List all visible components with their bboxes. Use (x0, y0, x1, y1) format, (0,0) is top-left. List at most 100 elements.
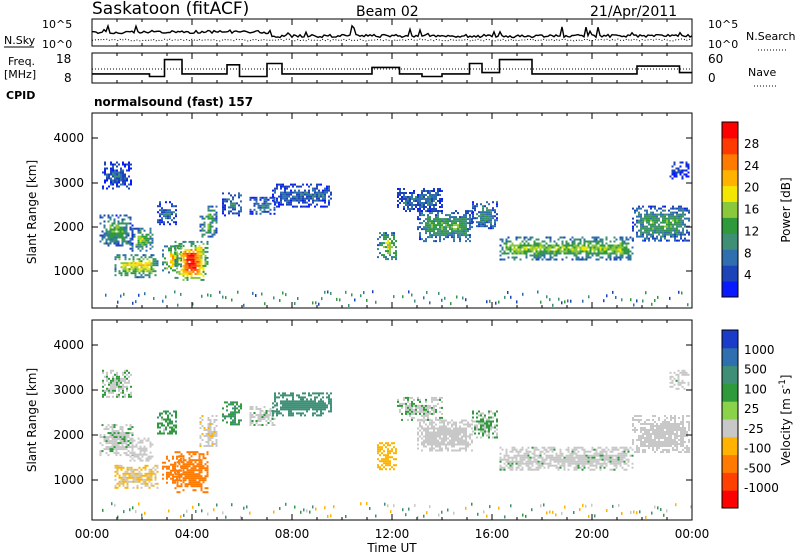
echo-cell (427, 200, 429, 202)
echo-cell (117, 452, 120, 455)
echo-cell (104, 167, 106, 170)
echo-cell (292, 400, 294, 403)
echo-cell (478, 420, 480, 423)
echo-cell (545, 242, 548, 245)
echo-cell (111, 228, 114, 231)
echo-cell (472, 205, 474, 208)
echo-cell (509, 450, 512, 453)
echo-cell (139, 447, 142, 450)
echo-cell (379, 252, 381, 255)
echo-cell (121, 242, 124, 245)
echo-cell (672, 215, 674, 218)
echo-cell (672, 219, 674, 222)
power-range-ticks (92, 137, 692, 272)
echo-cell (113, 222, 116, 225)
echo-cell (461, 224, 463, 227)
echo-cell (453, 220, 455, 223)
echo-cell (110, 369, 112, 372)
echo-cell (439, 206, 441, 208)
echo-cell (591, 240, 594, 243)
echo-cell (152, 268, 155, 271)
echo-cell (543, 460, 546, 463)
echo-cell (397, 194, 399, 196)
echo-cell (490, 426, 492, 429)
echo-cell (401, 406, 403, 409)
echo-cell (150, 476, 153, 479)
echo-cell (118, 466, 121, 469)
echo-cell (162, 253, 164, 256)
echo-cell (682, 231, 684, 234)
echo-cell (421, 406, 423, 409)
echo-cell (330, 410, 332, 413)
echo-cell (292, 197, 294, 200)
echo-cell (265, 210, 268, 213)
echo-cell (419, 429, 421, 432)
echo-cell (130, 272, 133, 275)
echo-cell (188, 483, 191, 486)
echo-cell (439, 234, 441, 237)
echo-cell (186, 268, 189, 271)
echo-cell (640, 213, 642, 216)
echo-cell (204, 475, 207, 478)
echo-cell (172, 457, 174, 460)
echo-cell (383, 454, 385, 457)
echo-cell (431, 398, 433, 401)
echo-cell (427, 437, 429, 440)
echo-cell (658, 239, 660, 242)
echo-cell (190, 242, 193, 245)
echo-cell (664, 237, 666, 240)
echo-cell (389, 452, 391, 455)
echo-cell (472, 420, 474, 423)
echo-cell (423, 196, 425, 198)
echo-cell (196, 459, 199, 462)
echo-cell (294, 408, 296, 411)
echo-cell (190, 483, 193, 486)
echo-cell (490, 217, 492, 220)
echo-cell (207, 429, 210, 431)
echo-cell (107, 438, 110, 441)
echo-cell (654, 221, 656, 224)
echo-cell (621, 238, 624, 241)
echo-cell (496, 424, 498, 427)
echo-cell (110, 177, 112, 180)
echo-cell (537, 252, 540, 255)
echo-cell (496, 410, 498, 413)
echo-cell (300, 193, 302, 196)
echo-cell (114, 175, 116, 178)
echo-cell (137, 455, 140, 458)
echo-cell (375, 300, 377, 304)
echo-cell (443, 431, 445, 434)
echo-cell (147, 459, 150, 462)
echo-cell (127, 242, 130, 245)
echo-cell (290, 189, 292, 192)
echo-cell (222, 198, 224, 201)
echo-cell (131, 434, 134, 437)
echo-cell (593, 244, 596, 247)
echo-cell (419, 238, 421, 241)
echo-cell (109, 432, 112, 435)
echo-cell (213, 217, 216, 220)
echo-cell (505, 252, 508, 255)
echo-cell (132, 470, 135, 473)
echo-cell (172, 465, 174, 468)
echo-cell (102, 379, 104, 382)
echo-cell (114, 387, 116, 390)
echo-cell (555, 460, 558, 463)
echo-cell (451, 437, 453, 440)
echo-cell (513, 252, 516, 255)
echo-cell (178, 270, 181, 273)
echo-cell (490, 221, 492, 224)
echo-cell (435, 240, 437, 243)
echo-cell (142, 270, 145, 273)
echo-cell (439, 194, 441, 196)
echo-cell (292, 185, 294, 188)
echo-cell (174, 469, 177, 472)
echo-cell (109, 234, 112, 237)
echo-cell (320, 400, 322, 403)
echo-cell (119, 236, 122, 239)
echo-cell (415, 198, 417, 200)
echo-cell (603, 252, 606, 255)
echo-cell (411, 192, 413, 194)
echo-cell (393, 236, 395, 239)
echo-cell (202, 465, 205, 468)
